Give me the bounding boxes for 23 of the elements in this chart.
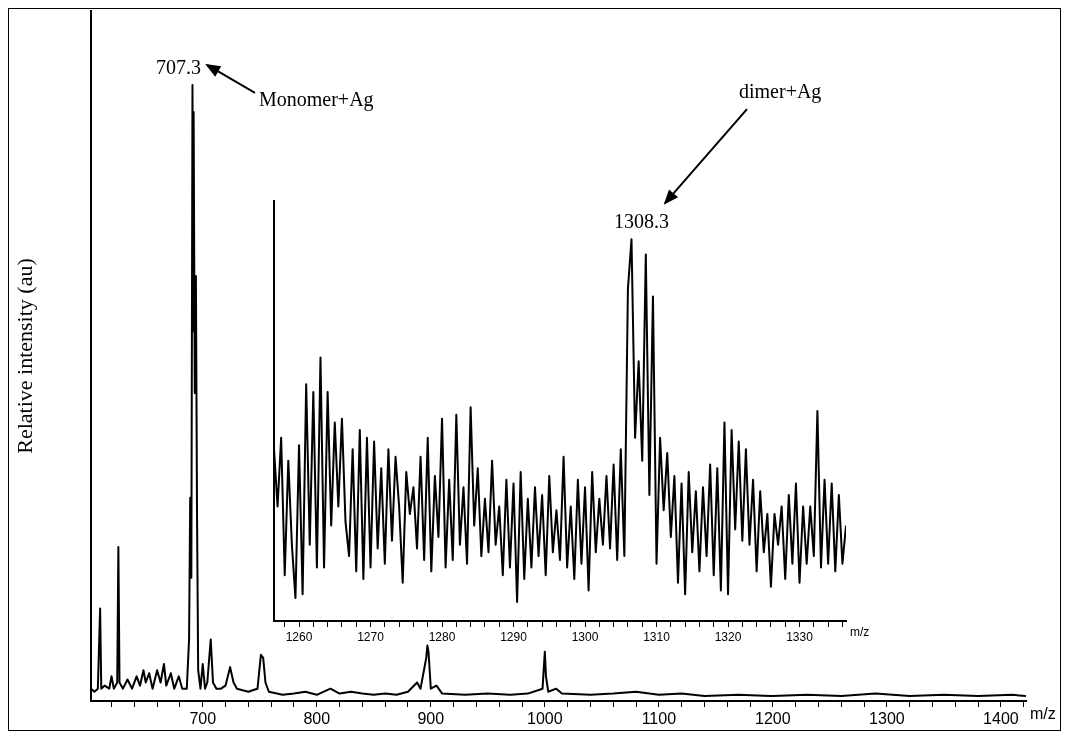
x-tick-label: 1400 (983, 710, 1019, 728)
x-tick-label: 1100 (641, 710, 677, 728)
x-tick-label: 1300 (869, 710, 905, 728)
x-tick-label: 1310 (643, 629, 671, 644)
x-tick-label: 800 (303, 710, 331, 728)
annotation: dimer+Ag (739, 80, 822, 104)
annotation: 707.3 (155, 56, 201, 79)
x-tick-label: 900 (417, 710, 445, 728)
x-tick-label: 1290 (500, 629, 528, 644)
x-tick-label: 1260 (285, 629, 313, 644)
x-tick-label: 1300 (571, 629, 599, 644)
x-axis-title: m/z (1030, 705, 1056, 723)
x-tick-label: 1000 (527, 710, 563, 728)
x-tick-label: 1270 (357, 629, 385, 644)
x-tick-label: 700 (189, 710, 217, 728)
annotation: 1308.3 (614, 210, 669, 233)
x-tick-label: 1200 (755, 710, 791, 728)
annotation: Monomer+Ag (258, 88, 374, 112)
y-axis-title: Relative intensity (au) (11, 258, 37, 454)
x-tick-label: 1320 (714, 629, 742, 644)
x-axis-title: m/z (850, 625, 870, 640)
x-tick-label: 1280 (428, 629, 456, 644)
x-tick-label: 1330 (786, 629, 814, 644)
